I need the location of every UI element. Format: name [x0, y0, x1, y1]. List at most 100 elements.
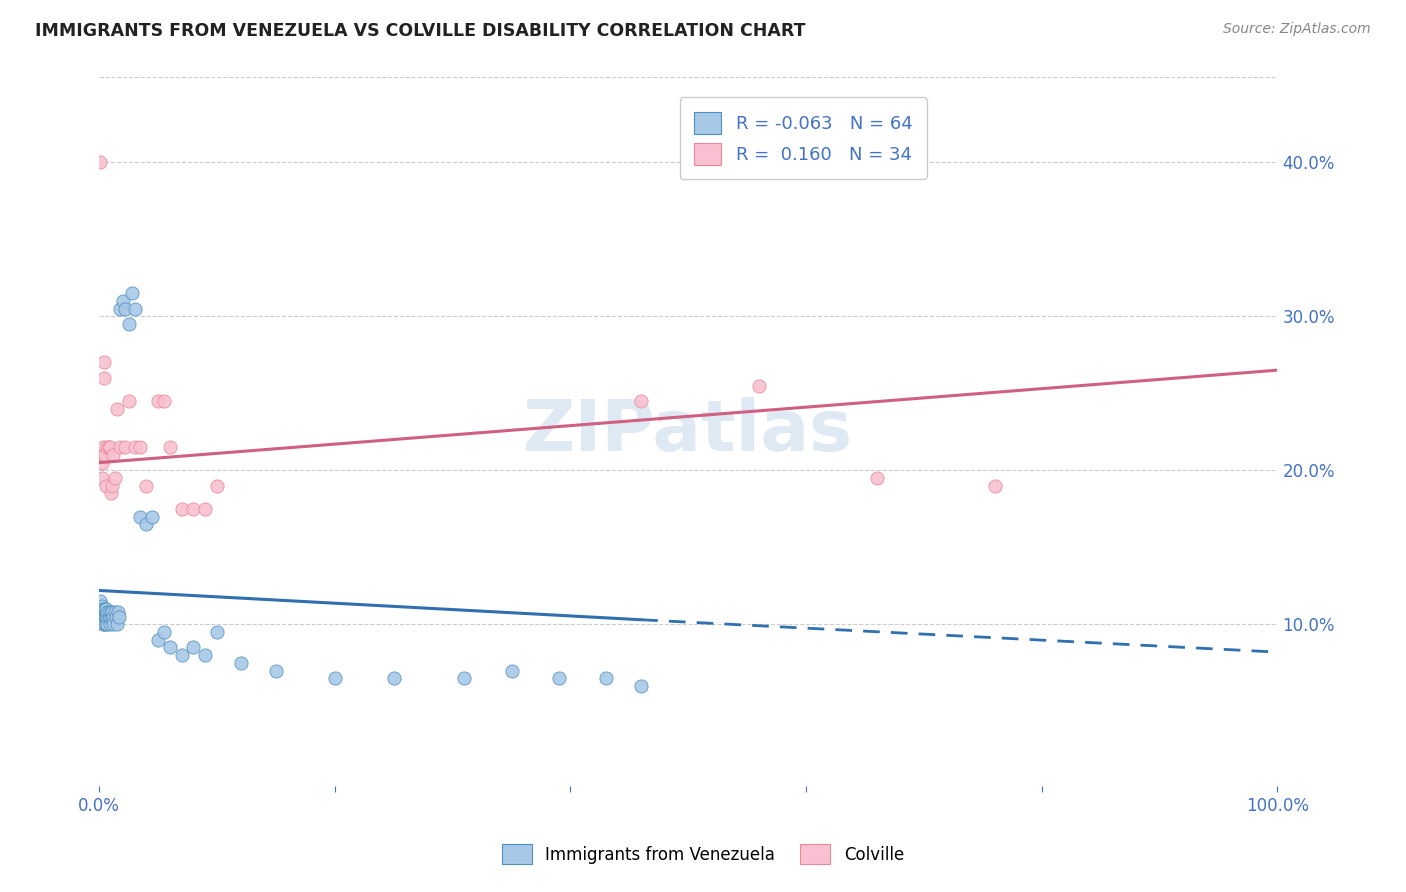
Point — [96, 609, 118, 624]
Point — [97, 605, 120, 619]
Text: ZIPatlas: ZIPatlas — [523, 397, 853, 467]
Point — [91, 605, 114, 619]
Point — [547, 671, 569, 685]
Point — [630, 679, 652, 693]
Point — [135, 479, 157, 493]
Legend: Immigrants from Venezuela, Colville: Immigrants from Venezuela, Colville — [495, 838, 911, 871]
Point — [153, 625, 176, 640]
Point — [91, 602, 114, 616]
Point — [595, 671, 617, 685]
Point — [748, 378, 770, 392]
Point — [135, 517, 157, 532]
Point — [129, 509, 152, 524]
Point — [153, 394, 176, 409]
Point — [96, 605, 118, 619]
Point — [103, 605, 125, 619]
Point — [229, 656, 252, 670]
Point — [103, 609, 125, 624]
Point — [90, 605, 112, 619]
Point — [194, 501, 217, 516]
Point — [118, 394, 141, 409]
Point — [124, 440, 146, 454]
Point — [108, 609, 131, 624]
Text: IMMIGRANTS FROM VENEZUELA VS COLVILLE DISABILITY CORRELATION CHART: IMMIGRANTS FROM VENEZUELA VS COLVILLE DI… — [35, 22, 806, 40]
Point — [93, 609, 115, 624]
Point — [103, 448, 125, 462]
Point — [159, 640, 181, 655]
Point — [124, 301, 146, 316]
Point — [101, 609, 124, 624]
Point — [105, 401, 128, 416]
Point — [90, 609, 112, 624]
Point — [91, 609, 114, 624]
Point — [194, 648, 217, 663]
Point — [146, 394, 169, 409]
Point — [98, 440, 121, 454]
Point — [107, 605, 129, 619]
Point — [94, 602, 117, 616]
Point — [96, 609, 118, 624]
Point — [93, 371, 115, 385]
Point — [94, 609, 117, 624]
Point — [89, 155, 111, 169]
Point — [93, 605, 115, 619]
Point — [89, 594, 111, 608]
Point — [89, 605, 111, 619]
Point — [98, 617, 121, 632]
Point — [630, 394, 652, 409]
Point — [91, 617, 114, 632]
Point — [111, 293, 134, 308]
Point — [100, 486, 122, 500]
Point — [98, 609, 121, 624]
Point — [114, 301, 136, 316]
Point — [183, 640, 205, 655]
Point — [96, 605, 118, 619]
Point — [110, 440, 132, 454]
Point — [96, 440, 118, 454]
Point — [129, 440, 152, 454]
Point — [101, 479, 124, 493]
Point — [141, 509, 163, 524]
Point — [205, 625, 228, 640]
Point — [118, 317, 141, 331]
Point — [323, 671, 346, 685]
Point — [93, 355, 115, 369]
Point — [382, 671, 405, 685]
Point — [96, 479, 118, 493]
Point — [93, 617, 115, 632]
Point — [96, 617, 118, 632]
Point — [170, 501, 193, 516]
Point — [121, 286, 143, 301]
Point — [453, 671, 475, 685]
Point — [501, 664, 523, 678]
Point — [114, 440, 136, 454]
Point — [170, 648, 193, 663]
Point — [159, 440, 181, 454]
Point — [103, 617, 125, 632]
Point — [91, 605, 114, 619]
Point — [90, 456, 112, 470]
Point — [90, 599, 112, 613]
Point — [866, 471, 889, 485]
Point — [97, 609, 120, 624]
Point — [105, 617, 128, 632]
Legend: R = -0.063   N = 64, R =  0.160   N = 34: R = -0.063 N = 64, R = 0.160 N = 34 — [679, 97, 927, 179]
Point — [96, 617, 118, 632]
Point — [93, 602, 115, 616]
Point — [103, 471, 125, 485]
Point — [205, 479, 228, 493]
Point — [264, 664, 287, 678]
Point — [100, 605, 122, 619]
Text: Source: ZipAtlas.com: Source: ZipAtlas.com — [1223, 22, 1371, 37]
Point — [983, 479, 1005, 493]
Point — [94, 448, 117, 462]
Point — [94, 605, 117, 619]
Point — [90, 602, 112, 616]
Point — [91, 448, 114, 462]
Point — [97, 440, 120, 454]
Point — [183, 501, 205, 516]
Point — [110, 301, 132, 316]
Point — [101, 605, 124, 619]
Point — [91, 440, 114, 454]
Point — [104, 609, 127, 624]
